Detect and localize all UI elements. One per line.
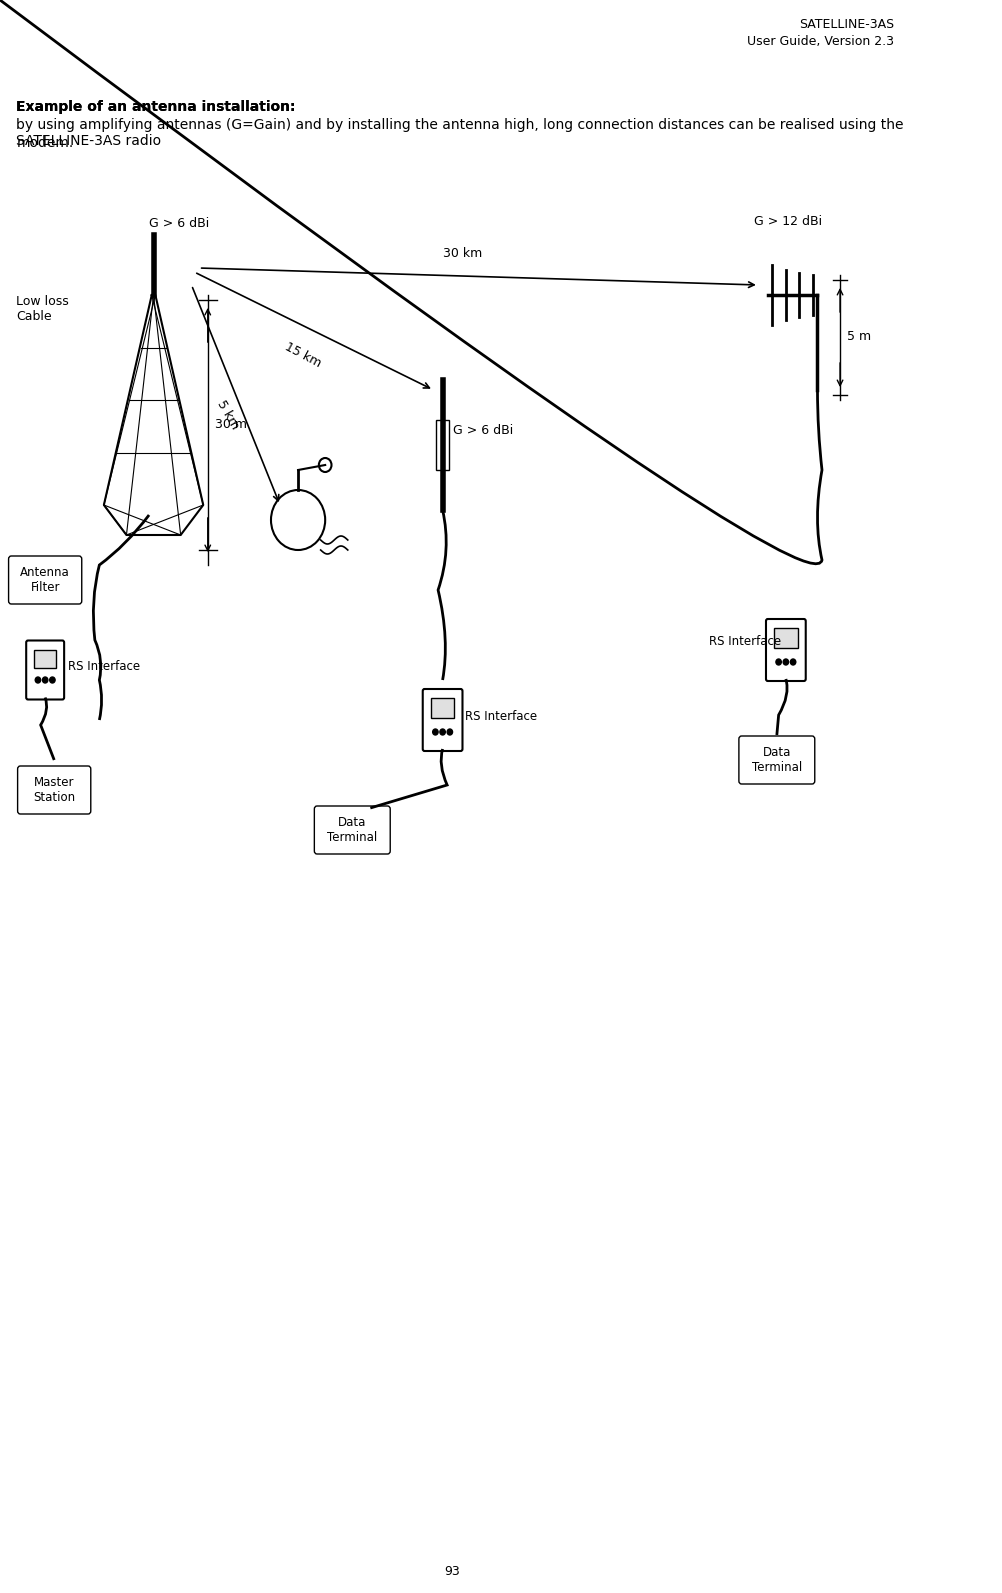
Text: Master
Station: Master Station — [33, 776, 75, 804]
Text: RS Interface: RS Interface — [68, 660, 139, 672]
FancyBboxPatch shape — [766, 620, 805, 680]
Circle shape — [783, 660, 788, 664]
Text: RS Interface: RS Interface — [708, 636, 781, 648]
Text: G > 6 dBi: G > 6 dBi — [149, 217, 209, 229]
FancyBboxPatch shape — [34, 650, 56, 667]
Text: SATELLINE-3AS: SATELLINE-3AS — [799, 18, 894, 30]
Text: User Guide, Version 2.3: User Guide, Version 2.3 — [746, 35, 894, 48]
Text: 5 m: 5 m — [847, 330, 871, 344]
Text: Example of an antenna installation:: Example of an antenna installation: — [16, 100, 296, 115]
Circle shape — [35, 677, 41, 683]
FancyBboxPatch shape — [314, 806, 390, 854]
Circle shape — [776, 660, 781, 664]
FancyBboxPatch shape — [18, 766, 91, 814]
Circle shape — [42, 677, 48, 683]
Text: G > 12 dBi: G > 12 dBi — [754, 215, 822, 228]
FancyBboxPatch shape — [774, 628, 797, 648]
Text: 30 m: 30 m — [214, 419, 246, 432]
Circle shape — [790, 660, 795, 664]
Text: G > 6 dBi: G > 6 dBi — [453, 424, 513, 436]
Text: 15 km: 15 km — [282, 339, 323, 370]
FancyBboxPatch shape — [26, 640, 64, 699]
Text: Data
Terminal: Data Terminal — [750, 746, 802, 774]
FancyBboxPatch shape — [9, 556, 82, 604]
Circle shape — [50, 677, 55, 683]
Circle shape — [432, 730, 438, 734]
Text: by using amplifying antennas (G=Gain) and by installing the antenna high, long c: by using amplifying antennas (G=Gain) an… — [16, 118, 903, 148]
FancyBboxPatch shape — [422, 690, 462, 750]
Text: Data
Terminal: Data Terminal — [327, 816, 377, 844]
Text: Antenna
Filter: Antenna Filter — [20, 566, 70, 594]
Text: 5 km: 5 km — [214, 398, 240, 432]
Circle shape — [440, 730, 445, 734]
Text: 30 km: 30 km — [442, 247, 481, 260]
FancyBboxPatch shape — [431, 698, 454, 718]
Circle shape — [447, 730, 452, 734]
Text: Low loss
Cable: Low loss Cable — [16, 295, 69, 323]
FancyBboxPatch shape — [436, 421, 449, 470]
Text: modem.: modem. — [16, 135, 73, 150]
Text: RS Interface: RS Interface — [465, 710, 537, 723]
Text: 93: 93 — [444, 1564, 460, 1579]
FancyBboxPatch shape — [738, 736, 814, 784]
Text: Example of an antenna installation:: Example of an antenna installation: — [16, 100, 296, 115]
